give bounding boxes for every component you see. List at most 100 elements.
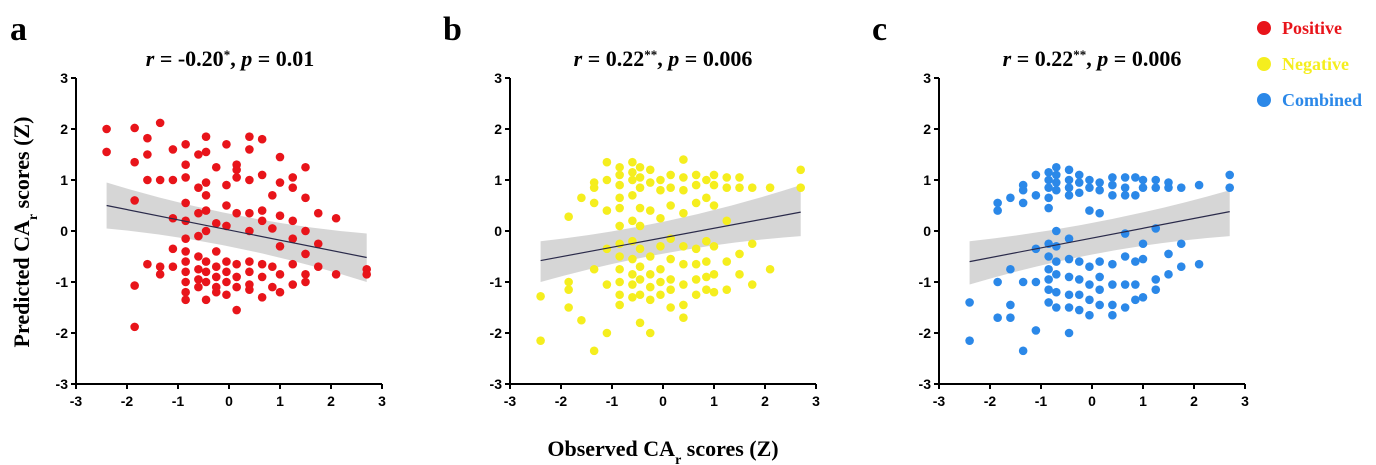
panel-letter-c: c xyxy=(872,11,887,48)
x-tick-label: 2 xyxy=(1190,393,1198,409)
data-point xyxy=(331,270,341,279)
data-point xyxy=(181,277,190,287)
data-point xyxy=(564,285,573,294)
title-r-value: = 0.22 xyxy=(582,46,644,71)
data-point xyxy=(275,211,285,220)
data-point xyxy=(645,270,655,279)
data-point xyxy=(993,198,1002,208)
data-point xyxy=(691,275,701,284)
title-p-value: = 0.006 xyxy=(679,46,752,71)
y-tick-label: 1 xyxy=(923,172,931,188)
data-point xyxy=(691,290,701,300)
data-point xyxy=(666,285,675,294)
data-point xyxy=(1225,170,1234,180)
data-point xyxy=(1151,275,1161,284)
data-point xyxy=(201,257,211,266)
data-point xyxy=(257,134,267,144)
data-point xyxy=(635,173,645,182)
data-point xyxy=(1138,175,1148,185)
data-point xyxy=(702,285,711,294)
data-point xyxy=(1151,183,1161,192)
title-r-symbol: r xyxy=(1003,46,1012,71)
x-tick-label: 2 xyxy=(761,393,769,409)
data-point xyxy=(181,267,190,277)
data-point xyxy=(362,270,372,279)
y-tick-label: -2 xyxy=(919,325,932,341)
data-point xyxy=(1095,208,1104,218)
data-point xyxy=(589,183,599,192)
legend-marker-combined xyxy=(1257,93,1271,107)
data-point xyxy=(1044,203,1053,213)
data-point xyxy=(666,303,675,312)
data-point xyxy=(1006,264,1015,274)
data-point xyxy=(1044,275,1053,284)
data-point xyxy=(679,300,688,310)
data-point xyxy=(589,198,599,208)
data-point xyxy=(268,224,277,233)
data-point xyxy=(257,259,267,269)
panel-title-a: r = -0.20*, p = 0.01 xyxy=(146,46,314,71)
confidence-band xyxy=(106,182,367,282)
data-point xyxy=(211,162,221,172)
data-point xyxy=(709,180,719,190)
data-point xyxy=(615,180,624,190)
data-point xyxy=(1064,175,1074,185)
data-point xyxy=(275,152,285,162)
data-point xyxy=(679,313,688,323)
data-point xyxy=(301,226,310,236)
data-point xyxy=(965,298,974,307)
data-point xyxy=(1120,173,1130,182)
data-point xyxy=(722,183,732,192)
data-point xyxy=(735,183,744,192)
data-point xyxy=(666,170,675,180)
y-tick-label: -2 xyxy=(56,325,69,341)
data-point xyxy=(965,336,974,345)
data-point xyxy=(201,178,211,187)
data-point xyxy=(666,201,675,210)
data-point xyxy=(1176,262,1186,272)
data-point xyxy=(232,305,241,315)
data-point xyxy=(691,180,701,190)
data-point xyxy=(628,191,637,200)
data-point xyxy=(201,206,211,215)
data-point xyxy=(1095,272,1104,282)
x-tick-label: 0 xyxy=(1088,393,1096,409)
data-point xyxy=(194,264,203,274)
data-point xyxy=(691,170,701,180)
data-point xyxy=(1052,303,1061,312)
data-point xyxy=(656,175,665,185)
panel-letter-a: a xyxy=(10,11,27,48)
data-point xyxy=(194,282,203,292)
data-point xyxy=(301,270,310,279)
data-point xyxy=(1044,298,1053,307)
data-point xyxy=(222,221,231,231)
y-tick-label: -3 xyxy=(919,376,932,392)
data-point xyxy=(722,216,732,226)
data-point xyxy=(615,264,624,274)
data-point xyxy=(1044,168,1053,177)
data-point xyxy=(181,257,190,266)
data-point xyxy=(143,259,152,269)
data-point xyxy=(1006,313,1015,323)
data-point xyxy=(301,162,310,172)
x-tick-label: -1 xyxy=(606,393,619,409)
title-comma: , xyxy=(657,46,668,71)
data-point xyxy=(1131,295,1140,305)
data-point xyxy=(656,264,665,274)
data-point xyxy=(1031,170,1041,180)
data-point xyxy=(194,208,203,218)
data-point xyxy=(1052,185,1061,195)
data-point xyxy=(1044,252,1053,261)
data-point xyxy=(1164,183,1173,192)
data-point xyxy=(564,277,573,287)
data-point xyxy=(796,183,805,192)
regression-line xyxy=(106,204,367,259)
data-point xyxy=(645,295,655,305)
x-tick-label: 1 xyxy=(1139,393,1147,409)
data-point xyxy=(1074,290,1084,300)
legend: Positive Negative Combined xyxy=(1257,18,1362,110)
data-point xyxy=(1120,183,1130,192)
data-point xyxy=(1074,275,1084,284)
data-point xyxy=(993,313,1002,323)
